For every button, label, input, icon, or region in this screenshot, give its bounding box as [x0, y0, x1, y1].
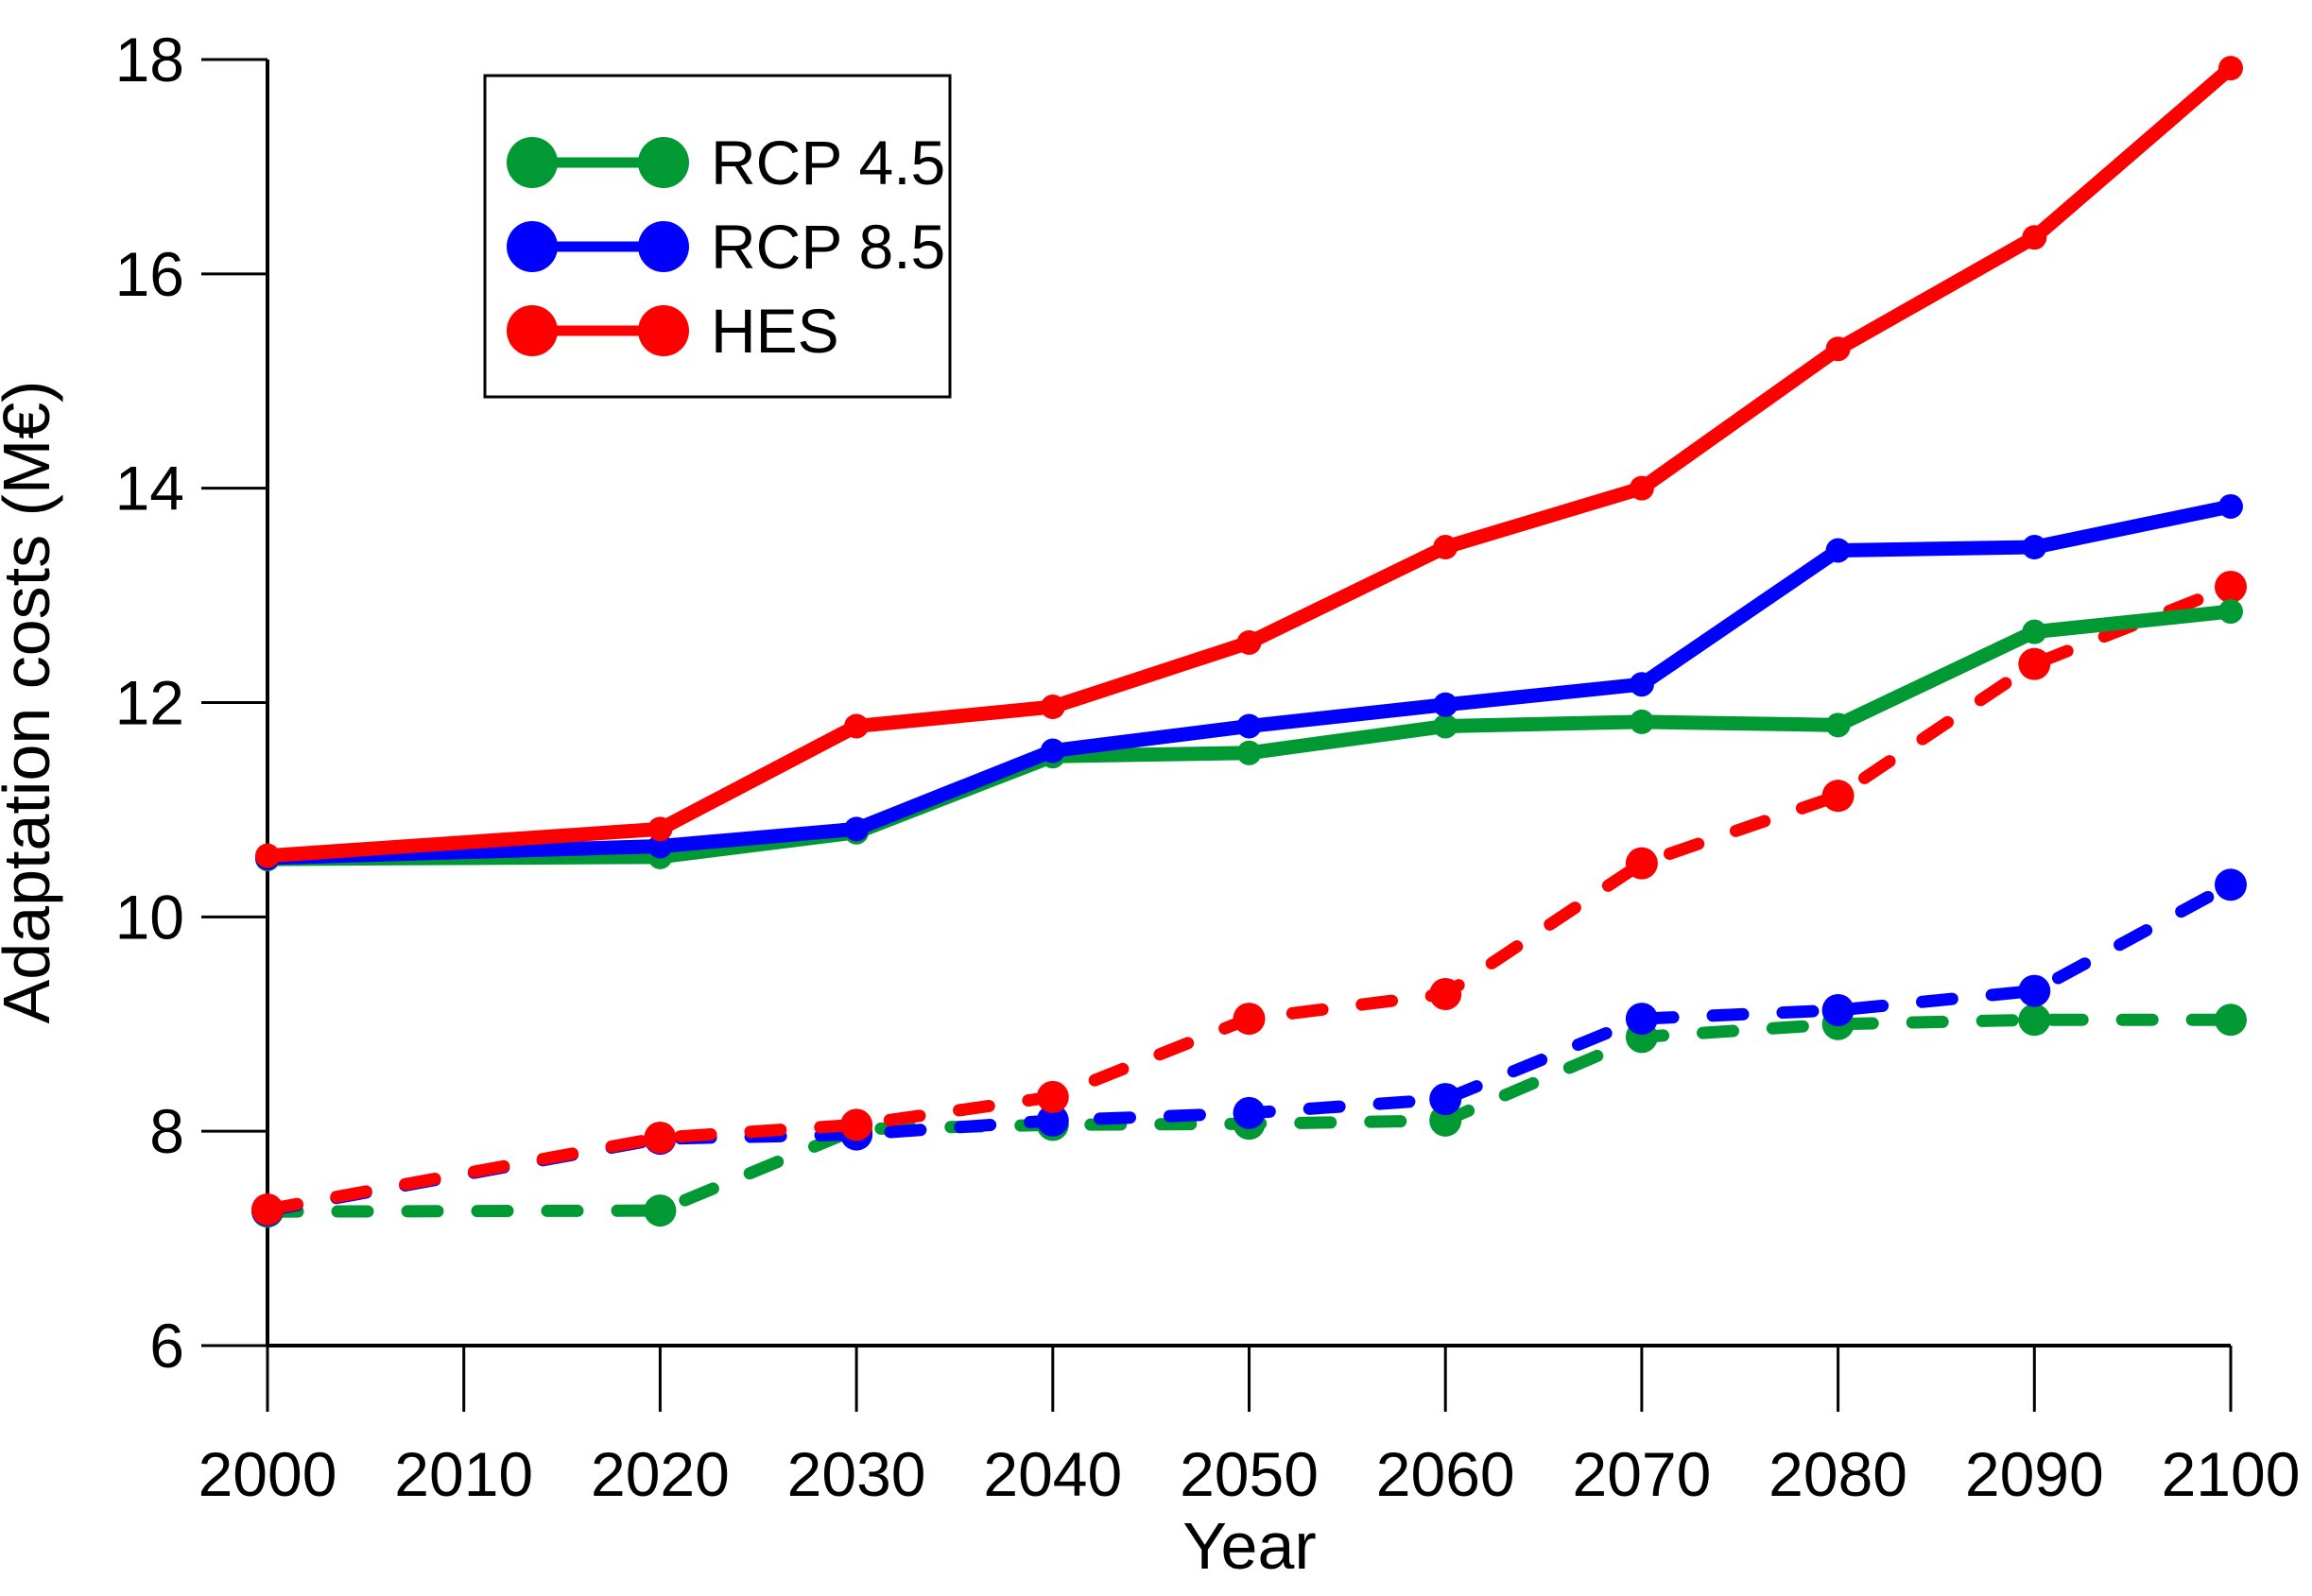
- series-line-rcp-4-5-dashed: [261, 1013, 2237, 1218]
- data-point-rcp-4-5-dashed: [644, 1194, 677, 1227]
- data-point-rcp-8-5-solid: [647, 833, 673, 859]
- data-point-hes-solid: [255, 843, 280, 868]
- data-point-rcp-8-5-solid: [2218, 493, 2243, 519]
- data-point-rcp-4-5-dashed: [2018, 1004, 2051, 1037]
- data-point-rcp-4-5-solid: [1629, 709, 1654, 734]
- legend-marker-dot: [507, 137, 558, 188]
- data-point-hes-dashed: [251, 1193, 284, 1226]
- data-point-rcp-8-5-solid: [844, 816, 870, 842]
- y-axis-title: Adaptation costs (M€): [0, 381, 63, 1024]
- legend-marker-dot: [507, 221, 558, 272]
- data-point-hes-dashed: [644, 1121, 677, 1154]
- data-series: [251, 56, 2247, 1228]
- legend-label-rcp-8-5: RCP 8.5: [711, 212, 945, 282]
- data-point-hes-dashed: [840, 1108, 873, 1141]
- data-point-rcp-8-5-dashed: [1233, 1096, 1266, 1129]
- x-tick-label: 2000: [198, 1439, 337, 1509]
- series-line-hes-dashed: [261, 580, 2237, 1216]
- legend-marker-dot: [638, 305, 689, 356]
- data-point-rcp-4-5-dashed: [2215, 1004, 2247, 1037]
- data-point-rcp-8-5-solid: [2022, 535, 2047, 560]
- data-point-hes-dashed: [1429, 977, 1462, 1010]
- data-point-hes-solid: [2218, 56, 2243, 81]
- data-point-hes-solid: [1236, 629, 1262, 655]
- legend-marker-dot: [638, 221, 689, 272]
- data-point-rcp-4-5-solid: [1236, 740, 1262, 765]
- data-point-rcp-8-5-solid: [1825, 538, 1851, 563]
- y-tick-label: 14: [115, 454, 184, 523]
- x-axis-title: Year: [1182, 1509, 1316, 1583]
- x-tick-label: 2020: [591, 1439, 730, 1509]
- data-point-hes-solid: [1825, 336, 1851, 362]
- y-tick-label: 18: [115, 25, 184, 94]
- y-tick-label: 6: [149, 1311, 184, 1381]
- data-point-hes-solid: [1629, 475, 1654, 501]
- x-tick-label: 2090: [1965, 1439, 2104, 1509]
- legend: RCP 4.5 RCP 8.5 HES: [483, 74, 952, 399]
- data-point-hes-dashed: [2018, 647, 2051, 680]
- legend-label-hes: HES: [711, 296, 839, 366]
- x-tick-label: 2080: [1769, 1439, 1907, 1509]
- x-tick-label: 2070: [1572, 1439, 1711, 1509]
- data-point-rcp-8-5-dashed: [1821, 994, 1855, 1027]
- x-tick-label: 2100: [2162, 1439, 2301, 1509]
- data-point-hes-solid: [647, 816, 673, 842]
- data-point-rcp-8-5-dashed: [1625, 1003, 1658, 1036]
- data-point-rcp-8-5-solid: [1629, 672, 1654, 697]
- data-point-hes-dashed: [1233, 1003, 1266, 1036]
- data-point-rcp-8-5-dashed: [2018, 974, 2051, 1007]
- data-point-rcp-4-5-solid: [2218, 599, 2243, 625]
- legend-marker-dot: [507, 305, 558, 356]
- data-point-hes-dashed: [1821, 780, 1855, 813]
- x-tick-label: 2030: [787, 1439, 926, 1509]
- data-point-rcp-8-5-dashed: [2215, 868, 2247, 901]
- data-point-rcp-4-5-solid: [1433, 713, 1458, 739]
- y-tick-label: 12: [115, 668, 184, 738]
- y-tick-label: 16: [115, 239, 184, 309]
- data-point-hes-solid: [1433, 535, 1458, 560]
- legend-box: [483, 74, 952, 399]
- data-point-hes-solid: [2022, 225, 2047, 250]
- data-point-hes-solid: [844, 713, 870, 739]
- y-tick-label: 8: [149, 1096, 184, 1166]
- data-point-hes-dashed: [2215, 571, 2247, 604]
- series-line-rcp-8-5-solid: [260, 499, 2238, 866]
- x-tick-label: 2060: [1376, 1439, 1515, 1509]
- data-point-hes-solid: [1040, 695, 1065, 720]
- data-point-rcp-8-5-solid: [1040, 738, 1065, 764]
- x-tick-label: 2040: [983, 1439, 1122, 1509]
- legend-marker-dot: [638, 137, 689, 188]
- x-tick-label: 2010: [394, 1439, 533, 1509]
- data-point-rcp-4-5-solid: [1825, 712, 1851, 738]
- axes: 6 8 10 12 14 16 18 2000 2010 2020 2030 2040 2050 2060…: [115, 25, 2301, 1509]
- data-point-hes-dashed: [1625, 847, 1658, 880]
- data-point-rcp-8-5-solid: [1433, 692, 1458, 717]
- series-line-hes-solid: [260, 60, 2238, 864]
- y-tick-label: 10: [115, 882, 184, 952]
- data-point-hes-dashed: [1036, 1080, 1069, 1113]
- legend-label-rcp-4-5: RCP 4.5: [711, 128, 945, 197]
- data-point-rcp-8-5-dashed: [1036, 1104, 1069, 1137]
- data-point-rcp-4-5-solid: [2022, 619, 2047, 644]
- data-point-rcp-8-5-solid: [1236, 713, 1262, 739]
- data-point-rcp-8-5-dashed: [1429, 1083, 1462, 1116]
- x-tick-label: 2050: [1180, 1439, 1319, 1509]
